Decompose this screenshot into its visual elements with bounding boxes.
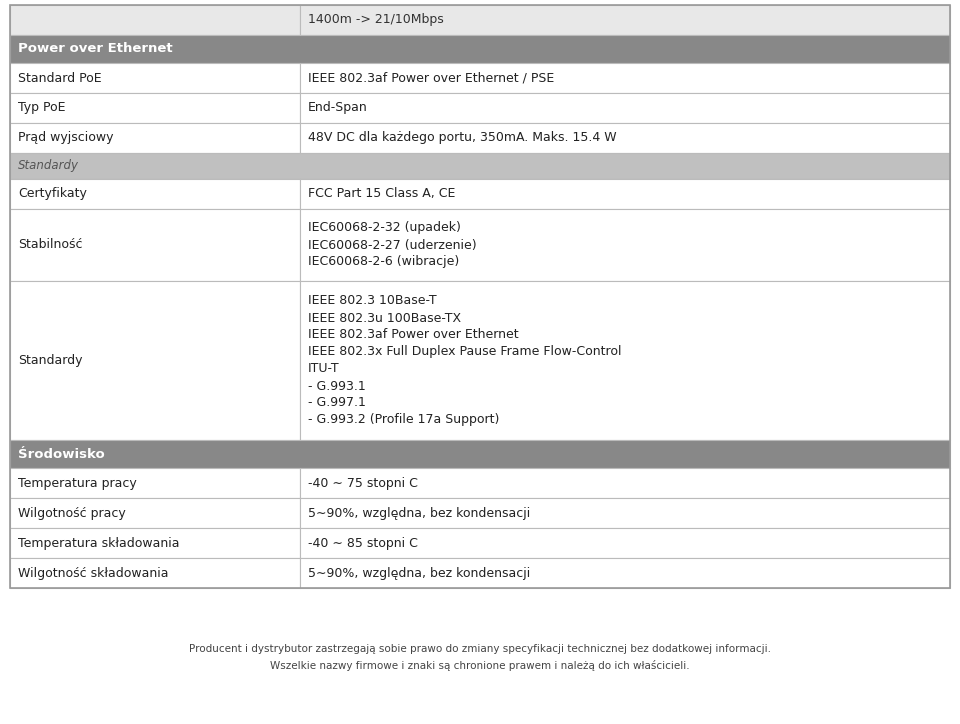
- Text: - G.993.2 (Profile 17a Support): - G.993.2 (Profile 17a Support): [308, 413, 499, 426]
- Bar: [300, 528, 950, 558]
- Bar: [300, 209, 950, 281]
- Bar: [300, 93, 950, 123]
- Text: Producent i dystrybutor zastrzegają sobie prawo do zmiany specyfikacji techniczn: Producent i dystrybutor zastrzegają sobi…: [189, 644, 771, 654]
- Bar: [10, 468, 300, 498]
- Bar: [300, 5, 950, 35]
- Text: Stabilność: Stabilność: [18, 238, 83, 251]
- Text: Temperatura pracy: Temperatura pracy: [18, 476, 136, 489]
- Text: Standardy: Standardy: [18, 354, 83, 367]
- Text: IEC60068-2-32 (upadek): IEC60068-2-32 (upadek): [308, 222, 461, 235]
- Text: - G.997.1: - G.997.1: [308, 397, 366, 410]
- Text: 1400m -> 21/10Mbps: 1400m -> 21/10Mbps: [308, 14, 444, 27]
- Text: IEEE 802.3u 100Base-TX: IEEE 802.3u 100Base-TX: [308, 311, 461, 324]
- Bar: [10, 528, 300, 558]
- Bar: [10, 5, 300, 35]
- Bar: [10, 179, 300, 209]
- Text: Wilgotność pracy: Wilgotność pracy: [18, 507, 126, 520]
- Bar: [10, 498, 300, 528]
- Bar: [300, 498, 950, 528]
- Bar: [300, 558, 950, 588]
- Text: Środowisko: Środowisko: [18, 447, 105, 460]
- Bar: [300, 63, 950, 93]
- Text: - G.993.1: - G.993.1: [308, 379, 366, 392]
- Text: Prąd wyjsciowy: Prąd wyjsciowy: [18, 132, 113, 145]
- Text: Typ PoE: Typ PoE: [18, 101, 65, 114]
- Text: ITU-T: ITU-T: [308, 363, 340, 376]
- Text: 5∼90%, względna, bez kondensacji: 5∼90%, względna, bez kondensacji: [308, 507, 530, 520]
- Text: IEEE 802.3af Power over Ethernet / PSE: IEEE 802.3af Power over Ethernet / PSE: [308, 72, 554, 85]
- Text: Standard PoE: Standard PoE: [18, 72, 102, 85]
- Text: End-Span: End-Span: [308, 101, 368, 114]
- Bar: [300, 468, 950, 498]
- Text: Wilgotność składowania: Wilgotność składowania: [18, 566, 169, 579]
- Bar: [10, 153, 950, 179]
- Text: IEEE 802.3af Power over Ethernet: IEEE 802.3af Power over Ethernet: [308, 329, 518, 342]
- Text: Standardy: Standardy: [18, 159, 79, 172]
- Text: 48V DC dla każdego portu, 350mA. Maks. 15.4 W: 48V DC dla każdego portu, 350mA. Maks. 1…: [308, 132, 616, 145]
- Text: Wszelkie nazwy firmowe i znaki są chronione prawem i należą do ich właścicieli.: Wszelkie nazwy firmowe i znaki są chroni…: [270, 660, 690, 670]
- Bar: [300, 123, 950, 153]
- Bar: [10, 558, 300, 588]
- Text: IEC60068-2-27 (uderzenie): IEC60068-2-27 (uderzenie): [308, 238, 476, 251]
- Text: Power over Ethernet: Power over Ethernet: [18, 43, 173, 56]
- Bar: [300, 281, 950, 440]
- Bar: [10, 281, 300, 440]
- Text: IEC60068-2-6 (wibracje): IEC60068-2-6 (wibracje): [308, 256, 459, 269]
- Text: IEEE 802.3x Full Duplex Pause Frame Flow-Control: IEEE 802.3x Full Duplex Pause Frame Flow…: [308, 345, 621, 358]
- Bar: [10, 93, 300, 123]
- Text: -40 ∼ 85 stopni C: -40 ∼ 85 stopni C: [308, 536, 418, 550]
- Text: 5∼90%, względna, bez kondensacji: 5∼90%, względna, bez kondensacji: [308, 566, 530, 579]
- Text: FCC Part 15 Class A, CE: FCC Part 15 Class A, CE: [308, 188, 455, 201]
- Text: Certyfikaty: Certyfikaty: [18, 188, 86, 201]
- Bar: [10, 123, 300, 153]
- Bar: [10, 440, 950, 468]
- Bar: [10, 5, 950, 588]
- Bar: [300, 179, 950, 209]
- Bar: [10, 63, 300, 93]
- Text: Temperatura składowania: Temperatura składowania: [18, 536, 180, 550]
- Bar: [10, 35, 950, 63]
- Bar: [10, 209, 300, 281]
- Text: -40 ∼ 75 stopni C: -40 ∼ 75 stopni C: [308, 476, 418, 489]
- Text: IEEE 802.3 10Base-T: IEEE 802.3 10Base-T: [308, 295, 437, 308]
